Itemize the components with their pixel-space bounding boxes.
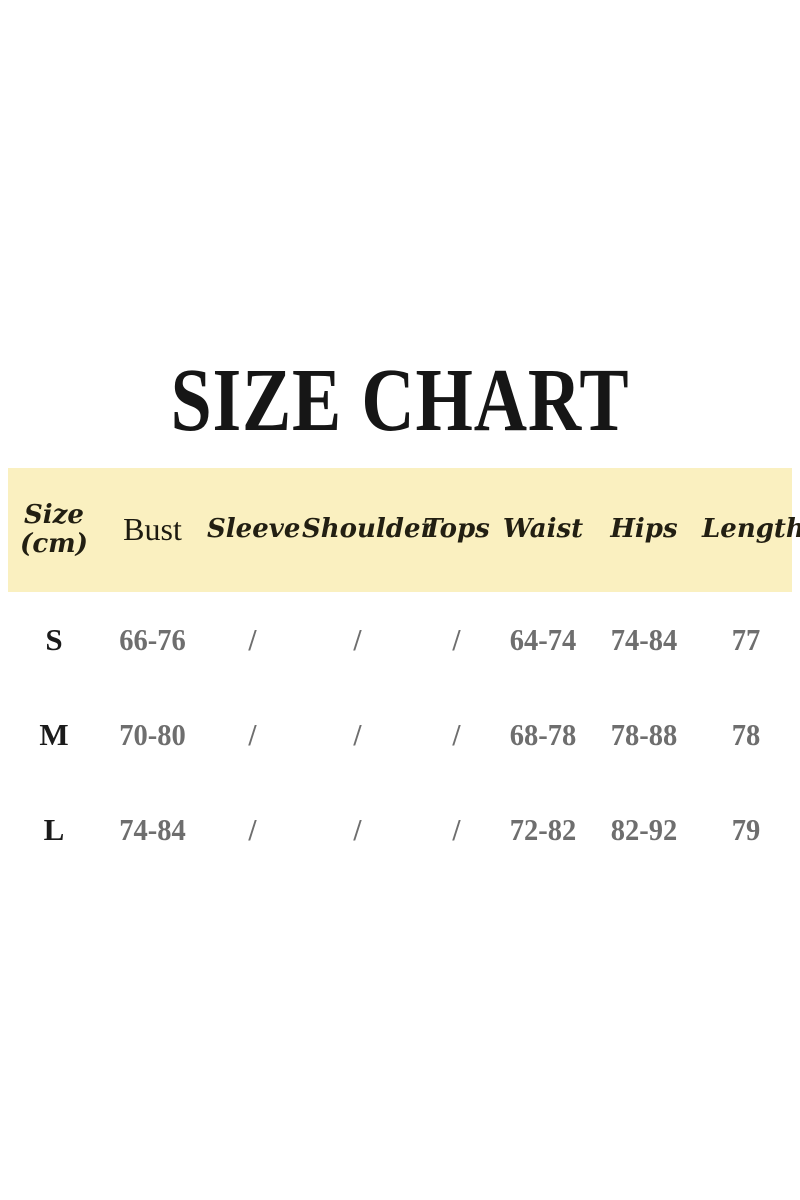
table-row-size-m: M 70-80 / / / 68-78 78-88 78 [8,687,792,782]
table-row-size-s: S 66-76 / / / 64-74 74-84 77 [8,592,792,687]
cell-shoulder: / [353,716,362,752]
cell-length: 79 [731,811,761,847]
cell-tops: / [452,811,461,847]
cell-shoulder: / [353,621,362,657]
cell-bust: 66-76 [119,621,186,657]
column-header-length: Length [702,514,800,545]
cell-waist: 68-78 [509,716,577,752]
page-title: SIZE CHART [170,351,630,450]
column-header-tops: Tops [423,514,490,545]
cell-tops: / [452,716,461,752]
column-header-size-cm: Size (cm) [20,499,88,559]
column-header-sleeve: Sleeve [207,514,301,545]
column-header-shoulder: Shoulder [302,514,435,545]
column-header-bust: Bust [123,511,182,548]
cell-bust: 74-84 [119,811,186,847]
cell-bust: 70-80 [119,716,186,752]
cell-sleeve: / [248,811,257,847]
cell-sleeve: / [248,621,257,657]
table-header-row: Size (cm) Bust Sleeve Shoulder Tops Wais… [8,468,800,592]
cell-hips: 82-92 [610,811,678,847]
cell-hips: 74-84 [610,621,678,657]
row-size-label: M [39,716,69,752]
cell-hips: 78-88 [610,716,678,752]
column-header-waist: Waist [502,514,584,545]
cell-waist: 72-82 [509,811,577,847]
cell-shoulder: / [353,811,362,847]
cell-waist: 64-74 [509,621,577,657]
table-row-size-l: L 74-84 / / / 72-82 82-92 79 [8,782,792,877]
cell-length: 77 [731,621,761,657]
row-size-label: S [45,621,63,657]
size-chart-table: Size (cm) Bust Sleeve Shoulder Tops Wais… [8,468,800,877]
cell-length: 78 [731,716,761,752]
row-size-label: L [43,811,65,847]
cell-sleeve: / [248,716,257,752]
column-header-hips: Hips [610,514,678,545]
cell-tops: / [452,621,461,657]
